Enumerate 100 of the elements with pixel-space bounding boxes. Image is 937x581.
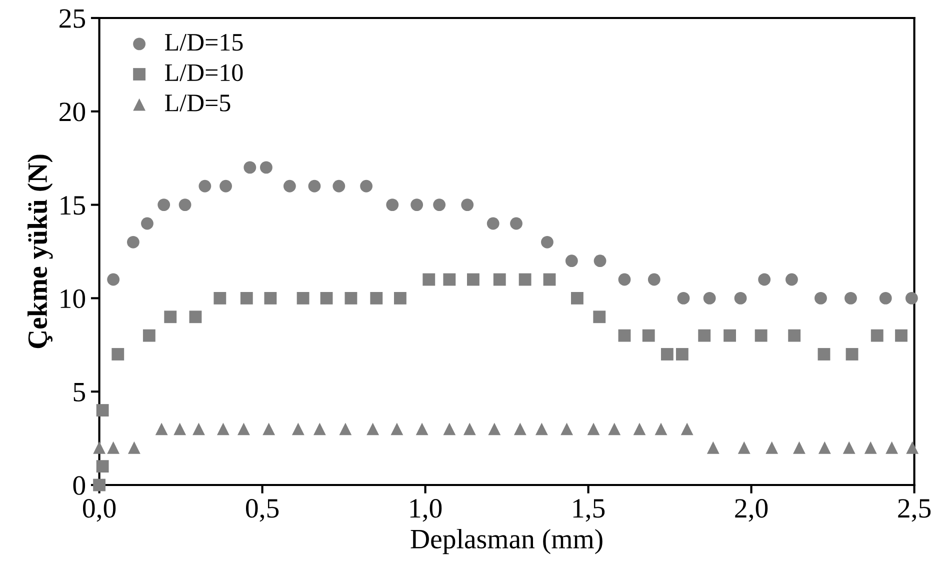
- point: [107, 441, 120, 454]
- point: [96, 404, 109, 416]
- point: [339, 422, 352, 436]
- point: [308, 180, 321, 192]
- point: [96, 460, 109, 473]
- point: [543, 273, 556, 286]
- point: [178, 198, 192, 212]
- point: [818, 441, 831, 454]
- point: [93, 441, 106, 454]
- point: [676, 348, 688, 360]
- point: [443, 273, 456, 286]
- point: [126, 236, 140, 248]
- point: [107, 273, 120, 286]
- point: [648, 273, 660, 286]
- point: [846, 348, 858, 360]
- point: [142, 329, 156, 342]
- point: [565, 254, 578, 268]
- point: [698, 329, 711, 342]
- x-axis-title: Deplasman (mm): [410, 528, 602, 554]
- point: [488, 422, 501, 436]
- point: [141, 217, 154, 230]
- point: [906, 441, 919, 454]
- point: [443, 422, 456, 436]
- point: [174, 422, 186, 436]
- point: [510, 217, 522, 230]
- point: [264, 292, 277, 304]
- x-tick-label: 1,0: [410, 498, 442, 522]
- point: [433, 198, 446, 212]
- point: [198, 180, 212, 192]
- point: [642, 329, 655, 342]
- point: [633, 422, 646, 436]
- x-tick-label: 0,5: [246, 498, 279, 522]
- point: [680, 422, 694, 436]
- point: [560, 422, 573, 436]
- point: [886, 441, 898, 454]
- point: [112, 348, 124, 360]
- point: [518, 273, 532, 286]
- point: [164, 310, 177, 324]
- point: [416, 422, 428, 436]
- point: [535, 422, 548, 436]
- point: [240, 292, 253, 304]
- point: [332, 180, 346, 192]
- point: [660, 348, 674, 360]
- point: [571, 292, 584, 304]
- point: [724, 329, 736, 342]
- y-tick-label: 15: [60, 196, 86, 215]
- point: [608, 422, 621, 436]
- point: [296, 292, 310, 304]
- point: [905, 292, 918, 304]
- point: [216, 422, 230, 436]
- point: [786, 273, 798, 286]
- point: [703, 292, 716, 304]
- point: [390, 422, 404, 436]
- point: [463, 422, 476, 436]
- point: [864, 441, 877, 454]
- point: [394, 292, 406, 304]
- point: [493, 273, 506, 286]
- x-tick-label: 2,5: [898, 499, 931, 522]
- point: [587, 422, 600, 436]
- point: [618, 329, 631, 342]
- x-tick-label: 0,0: [83, 498, 116, 522]
- point: [467, 273, 480, 286]
- point: [895, 329, 908, 342]
- y-tick-label: 5: [74, 383, 86, 402]
- point: [189, 310, 202, 324]
- point: [818, 348, 830, 360]
- point: [758, 273, 771, 286]
- point: [360, 180, 373, 192]
- point: [366, 422, 380, 436]
- point: [292, 422, 304, 436]
- point: [386, 198, 399, 212]
- point: [283, 180, 296, 192]
- point: [155, 422, 168, 436]
- point: [422, 273, 436, 286]
- point: [220, 180, 232, 192]
- point: [238, 422, 250, 436]
- point: [594, 254, 606, 268]
- point: [618, 273, 631, 286]
- point: [654, 422, 668, 436]
- point: [541, 236, 554, 248]
- point: [738, 441, 750, 454]
- legend-label: L/D=10: [165, 64, 243, 82]
- point: [734, 292, 747, 304]
- point: [158, 198, 170, 212]
- point: [593, 310, 606, 324]
- point: [842, 441, 856, 454]
- legend-label: L/D=15: [165, 34, 243, 51]
- point: [410, 198, 424, 212]
- y-tick-label: 25: [60, 9, 86, 28]
- point: [344, 292, 358, 304]
- point: [514, 422, 526, 436]
- y-tick-label: 20: [60, 102, 86, 122]
- point: [677, 292, 690, 304]
- point: [370, 292, 383, 304]
- point: [260, 161, 272, 174]
- point: [844, 292, 857, 304]
- point: [320, 292, 333, 304]
- point: [870, 329, 884, 342]
- point: [814, 292, 827, 304]
- point: [793, 441, 806, 454]
